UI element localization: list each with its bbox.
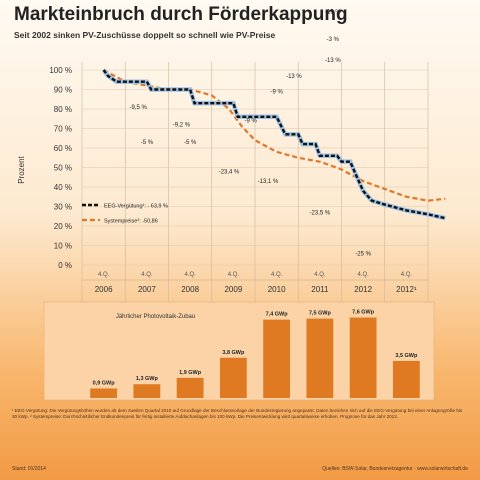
bar-value-label: 7,5 GWp — [309, 311, 332, 317]
year-label: 2009 — [224, 285, 242, 294]
change-label: -15 % — [325, 9, 341, 15]
year-label: 2008 — [181, 285, 199, 294]
quarter-label: 4.Q. — [357, 272, 369, 278]
bar-value-label: 1,9 GWp — [179, 370, 202, 376]
year-label: 2012¹ — [396, 285, 417, 294]
legend-label-eeg: EEG-Vergütung¹: - 63,9 % — [104, 204, 168, 210]
bar-value-label: 1,3 GWp — [136, 376, 159, 382]
footer-date: Stand: 01/2014 — [12, 466, 46, 472]
y-tick-label: 10 % — [54, 242, 72, 251]
change-label: -5 % — [141, 140, 154, 146]
bar — [306, 318, 334, 398]
y-tick-label: 80 % — [54, 105, 72, 114]
y-tick-label: 0 % — [58, 261, 72, 270]
y-tick-label: 40 % — [54, 183, 72, 192]
year-label: 2006 — [95, 285, 113, 294]
y-tick-label: 70 % — [54, 125, 72, 134]
drop-label: -13,1 % — [258, 179, 279, 185]
y-tick-label: 30 % — [54, 203, 72, 212]
drop-label: -25 % — [355, 251, 371, 257]
bar-value-label: 3,5 GWp — [395, 353, 418, 359]
legend-label-systempreise: Systempreise²: -50,86 — [104, 219, 158, 225]
change-label: -9 % — [245, 119, 258, 125]
bar — [176, 377, 204, 398]
y-axis-label: Prozent — [17, 155, 26, 183]
bar — [392, 360, 420, 398]
y-tick-label: 50 % — [54, 164, 72, 173]
drop-label: -9,2 % — [173, 123, 191, 129]
series-line-eeg — [102, 69, 446, 220]
bar-value-label: 3,8 GWp — [222, 350, 245, 356]
year-label: 2010 — [268, 285, 286, 294]
bar — [90, 388, 118, 398]
quarter-label: 4.Q. — [401, 272, 413, 278]
bar-value-label: 0,9 GWp — [93, 380, 116, 386]
bar-value-label: 7,4 GWp — [266, 312, 289, 318]
change-label: -13 % — [325, 58, 341, 64]
bar-panel-title: Jährlicher Photovoltaik-Zubau — [116, 314, 195, 320]
footer-source: Quellen: BSW-Solar, Bundesnetzagentur · … — [322, 466, 468, 472]
drop-label: -23,4 % — [219, 169, 240, 175]
bar-value-label: 7,6 GWp — [352, 310, 375, 316]
year-label: 2012 — [354, 285, 372, 294]
year-label: 2007 — [138, 285, 156, 294]
drop-label: -9,5 % — [130, 105, 148, 111]
change-label: -5 % — [184, 140, 197, 146]
footnote: ¹ EEG-Vergütung: Die Vergütungshöhen wur… — [12, 408, 463, 420]
quarter-label: 4.Q. — [314, 272, 326, 278]
quarter-label: 4.Q. — [141, 272, 153, 278]
y-tick-label: 20 % — [54, 222, 72, 231]
bar — [263, 319, 291, 398]
bar — [349, 317, 377, 398]
bar — [133, 384, 161, 398]
change-label: -9 % — [270, 89, 283, 95]
change-label: -13 % — [286, 74, 302, 80]
y-tick-label: 100 % — [49, 66, 72, 75]
quarter-label: 4.Q. — [184, 272, 196, 278]
quarter-label: 4.Q. — [271, 272, 283, 278]
quarter-label: 4.Q. — [98, 272, 110, 278]
drop-label: -23,5 % — [310, 210, 331, 216]
quarter-label: 4.Q. — [228, 272, 240, 278]
year-label: 2011 — [311, 285, 329, 294]
y-tick-label: 60 % — [54, 144, 72, 153]
chart-title: Markteinbruch durch Förderkappung — [14, 4, 348, 25]
change-label: -3 % — [327, 37, 340, 43]
chart-subtitle: Seit 2002 sinken PV-Zuschüsse doppelt so… — [14, 30, 276, 40]
bar — [219, 357, 247, 398]
y-tick-label: 90 % — [54, 86, 72, 95]
